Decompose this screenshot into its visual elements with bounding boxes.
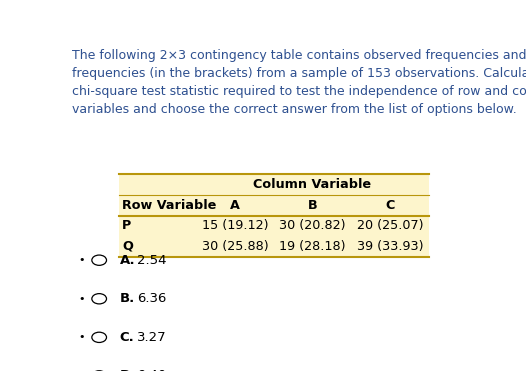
Text: Row Variable: Row Variable <box>122 199 216 212</box>
Text: Q: Q <box>122 240 133 253</box>
Text: 2.54: 2.54 <box>137 254 167 267</box>
Text: D.: D. <box>119 370 136 371</box>
Text: A.: A. <box>119 254 135 267</box>
Text: 39 (33.93): 39 (33.93) <box>357 240 423 253</box>
Text: P: P <box>122 219 132 232</box>
Text: C.: C. <box>119 331 134 344</box>
Text: 30 (20.82): 30 (20.82) <box>279 219 346 232</box>
Text: 6.36: 6.36 <box>137 292 166 305</box>
Text: •: • <box>78 332 85 342</box>
Text: B: B <box>308 199 317 212</box>
Text: 3.27: 3.27 <box>137 331 167 344</box>
Text: 15 (19.12): 15 (19.12) <box>201 219 268 232</box>
Text: Column Variable: Column Variable <box>254 178 371 191</box>
Text: C: C <box>385 199 394 212</box>
Text: The following 2×3 contingency table contains observed frequencies and expected
f: The following 2×3 contingency table cont… <box>72 49 526 116</box>
Text: A: A <box>230 199 240 212</box>
Text: B.: B. <box>119 292 135 305</box>
Text: 30 (25.88): 30 (25.88) <box>201 240 268 253</box>
Text: 20 (25.07): 20 (25.07) <box>357 219 423 232</box>
FancyBboxPatch shape <box>119 174 429 257</box>
Text: •: • <box>78 255 85 265</box>
Text: 9.40: 9.40 <box>137 370 166 371</box>
Text: •: • <box>78 294 85 304</box>
Text: 19 (28.18): 19 (28.18) <box>279 240 346 253</box>
